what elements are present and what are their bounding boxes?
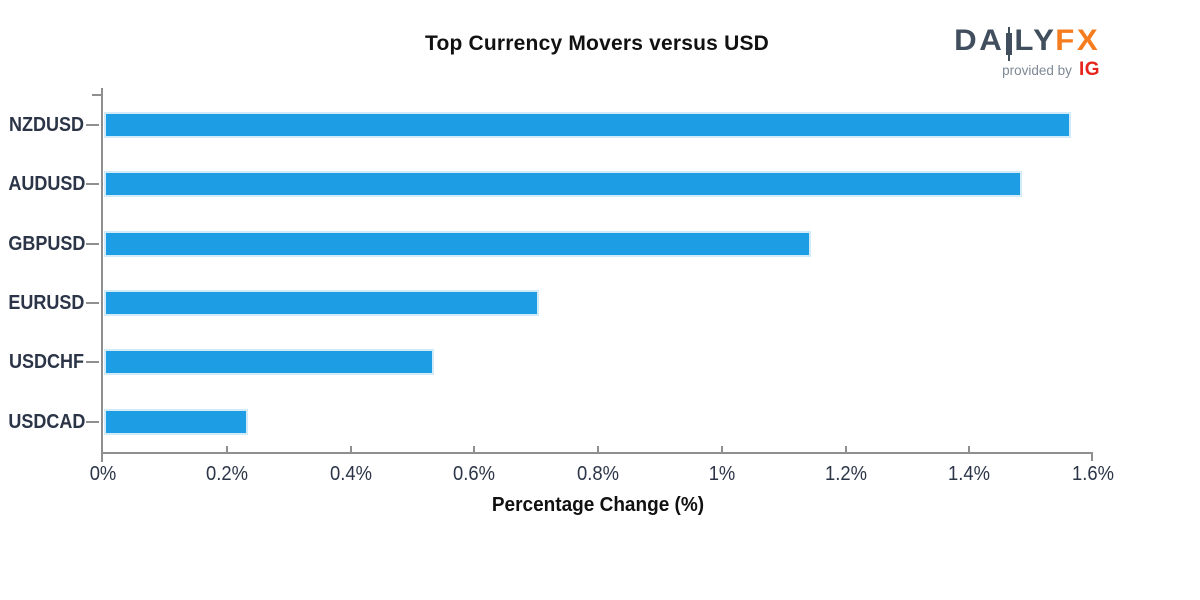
y-tick: [86, 420, 99, 423]
x-tick-label: 1.2%: [824, 463, 867, 485]
y-tick: [86, 361, 99, 364]
provided-by-text: provided by: [1002, 62, 1072, 78]
candlestick-icon: [1006, 27, 1013, 61]
x-tick-label: 0.6%: [453, 463, 496, 485]
y-tick: [86, 302, 99, 304]
chart-title: Top Currency Movers versus USD: [424, 32, 770, 55]
x-axis-line: [103, 452, 1093, 454]
provided-by-row: provided by IG: [956, 59, 1100, 81]
category-label: EURUSD: [8, 292, 85, 314]
x-tick: [349, 446, 352, 452]
x-axis-title: Percentage Change (%): [491, 494, 705, 516]
brand-ly-text: LY: [1014, 24, 1057, 57]
bar: [104, 111, 1072, 138]
x-tick-label: 0%: [89, 463, 117, 485]
x-tick: [597, 446, 599, 452]
bar: [104, 349, 434, 376]
category-label: NZDUSD: [8, 113, 85, 136]
category-label: GBPUSD: [8, 232, 86, 255]
bar: [104, 290, 540, 316]
y-tick: [86, 123, 99, 126]
x-tick-label: 1.6%: [1072, 463, 1114, 485]
ig-logo-text: IG: [1078, 59, 1100, 80]
x-tick: [720, 446, 723, 452]
brand-da-text: DA: [953, 24, 1005, 57]
bar: [104, 408, 249, 435]
y-axis-line: [101, 88, 103, 462]
dailyfx-logo: DA LY FX provided by IG: [953, 22, 1100, 81]
bar: [104, 171, 1022, 198]
x-tick-label: 1%: [708, 463, 736, 485]
x-tick: [101, 453, 103, 461]
brand-fx-text: FX: [1054, 24, 1100, 57]
x-tick-label: 0.2%: [205, 463, 248, 485]
x-tick: [1091, 453, 1093, 461]
x-tick: [473, 446, 476, 452]
x-tick: [844, 446, 847, 452]
x-tick-label: 1.4%: [948, 463, 991, 485]
category-label: USDCAD: [8, 410, 86, 433]
x-tick-label: 0.8%: [577, 463, 619, 485]
bar: [104, 230, 812, 257]
dailyfx-wordmark: DA LY FX: [953, 22, 1100, 61]
category-label: USDCHF: [8, 351, 85, 374]
x-tick: [968, 446, 971, 452]
y-axis-top-cap: [92, 94, 102, 96]
x-tick-label: 0.4%: [329, 463, 372, 485]
y-tick: [86, 183, 99, 186]
y-tick: [86, 242, 99, 245]
x-tick: [225, 446, 228, 452]
category-label: AUDUSD: [8, 173, 86, 196]
